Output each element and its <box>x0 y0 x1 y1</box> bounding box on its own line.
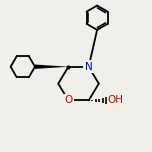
Text: O: O <box>64 95 73 105</box>
Polygon shape <box>35 64 68 69</box>
Text: OH: OH <box>107 95 123 105</box>
Text: N: N <box>85 62 93 72</box>
